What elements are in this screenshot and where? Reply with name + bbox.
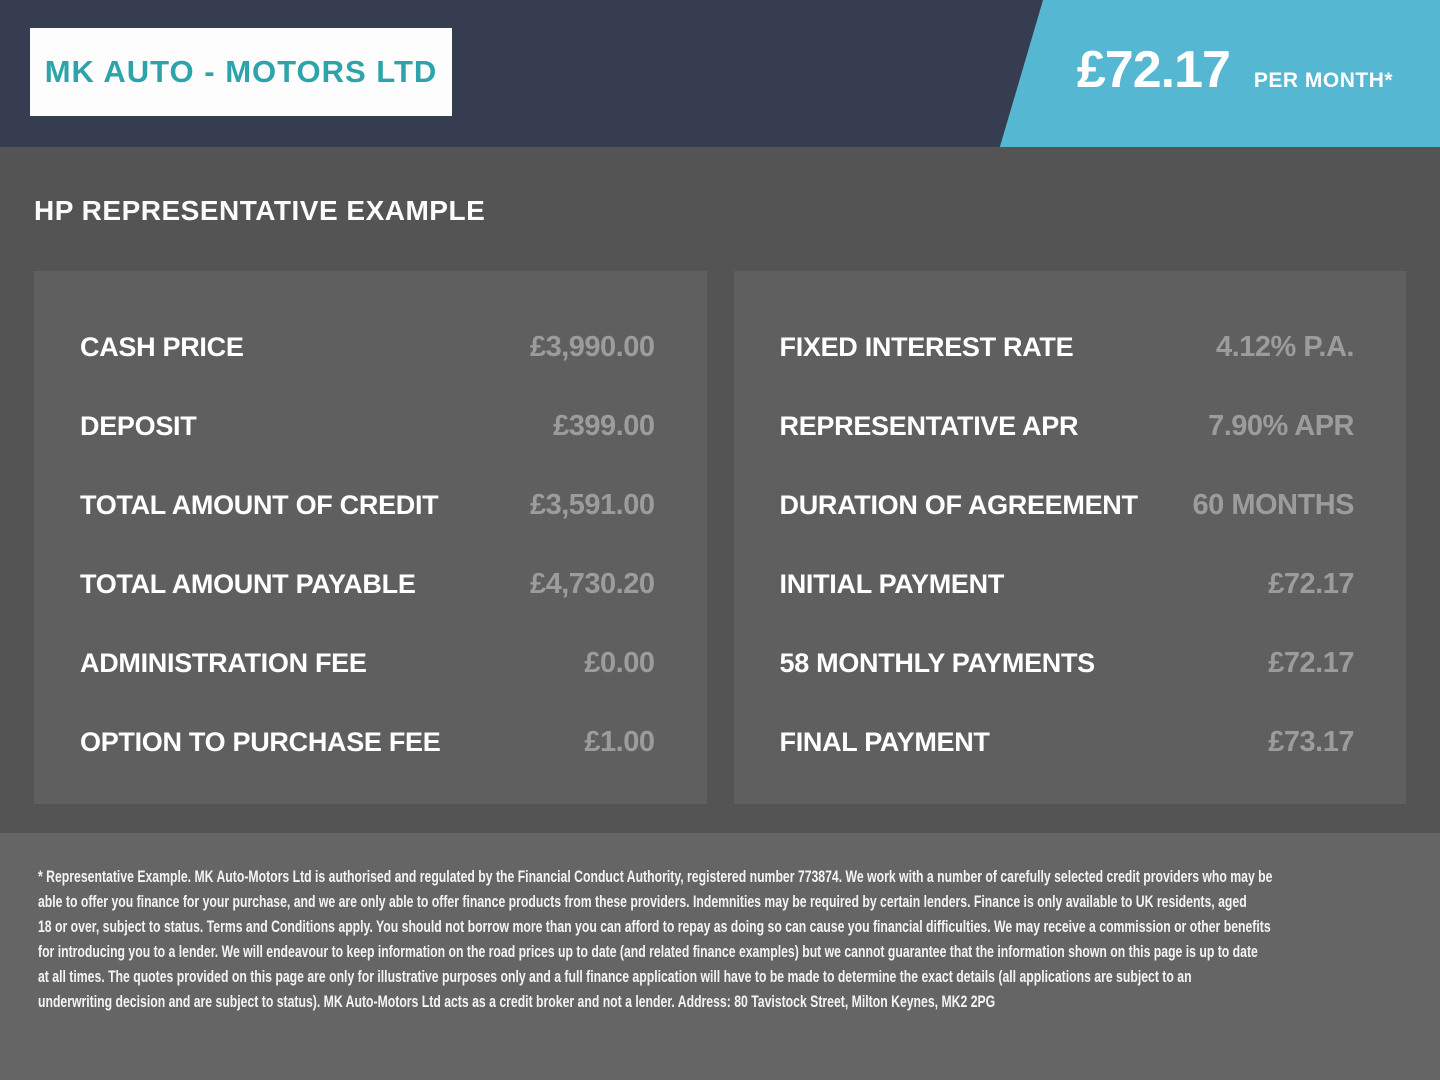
finance-label: OPTION TO PURCHASE FEE xyxy=(80,727,441,757)
monthly-price-banner: £72.17 PER MONTH* xyxy=(999,0,1440,147)
disclaimer-line: * Representative Example. MK Auto-Motors… xyxy=(38,867,1273,886)
finance-panel-right: FIXED INTEREST RATE 4.12% P.A. REPRESENT… xyxy=(733,271,1406,804)
finance-label: ADMINISTRATION FEE xyxy=(80,648,367,678)
disclaimer-line: able to offer you finance for your purch… xyxy=(38,892,1247,911)
table-row: DEPOSIT £399.00 xyxy=(80,387,655,466)
finance-label: FINAL PAYMENT xyxy=(779,727,990,757)
finance-value: £1.00 xyxy=(584,726,655,758)
finance-value: £399.00 xyxy=(553,410,655,442)
finance-value: 60 MONTHS xyxy=(1192,489,1355,521)
table-row: ADMINISTRATION FEE £0.00 xyxy=(80,624,655,703)
finance-label: DURATION OF AGREEMENT xyxy=(779,490,1138,520)
finance-label: DEPOSIT xyxy=(80,411,197,441)
finance-value: £73.17 xyxy=(1268,726,1354,758)
table-row: TOTAL AMOUNT PAYABLE £4,730.20 xyxy=(80,545,655,624)
finance-label: TOTAL AMOUNT OF CREDIT xyxy=(80,490,439,520)
finance-label: FIXED INTEREST RATE xyxy=(779,332,1074,362)
disclaimer-line: for introducing you to a lender. We will… xyxy=(38,942,1258,961)
finance-value: £72.17 xyxy=(1268,568,1354,600)
finance-value: £4,730.20 xyxy=(529,568,655,600)
table-row: CASH PRICE £3,990.00 xyxy=(80,308,655,387)
disclaimer-line: 18 or over, subject to status. Terms and… xyxy=(38,917,1271,936)
finance-value: 7.90% APR xyxy=(1208,410,1354,442)
finance-value: £3,591.00 xyxy=(529,489,655,521)
finance-label: 58 MONTHLY PAYMENTS xyxy=(779,648,1096,678)
table-row: INITIAL PAYMENT £72.17 xyxy=(780,545,1355,624)
table-row: DURATION OF AGREEMENT 60 MONTHS xyxy=(780,466,1355,545)
legal-disclaimer: * Representative Example. MK Auto-Motors… xyxy=(0,833,1440,1080)
table-row: FIXED INTEREST RATE 4.12% P.A. xyxy=(780,308,1355,387)
finance-value: £0.00 xyxy=(584,647,655,679)
monthly-price-suffix: PER MONTH* xyxy=(1253,69,1394,92)
table-row: FINAL PAYMENT £73.17 xyxy=(780,703,1355,782)
finance-example-section: HP REPRESENTATIVE EXAMPLE CASH PRICE £3,… xyxy=(0,147,1440,833)
finance-label: TOTAL AMOUNT PAYABLE xyxy=(80,569,416,599)
table-row: TOTAL AMOUNT OF CREDIT £3,591.00 xyxy=(80,466,655,545)
table-row: REPRESENTATIVE APR 7.90% APR xyxy=(780,387,1355,466)
page-title: HP REPRESENTATIVE EXAMPLE xyxy=(34,195,486,226)
table-row: 58 MONTHLY PAYMENTS £72.17 xyxy=(780,624,1355,703)
monthly-price: £72.17 xyxy=(1076,41,1231,99)
dealer-logo: MK AUTO - MOTORS LTD xyxy=(30,28,452,116)
finance-panels: CASH PRICE £3,990.00 DEPOSIT £399.00 TOT… xyxy=(34,271,1406,804)
header-bar: MK AUTO - MOTORS LTD £72.17 PER MONTH* xyxy=(0,0,1440,147)
finance-value: 4.12% P.A. xyxy=(1216,331,1354,363)
dealer-logo-text: MK AUTO - MOTORS LTD xyxy=(44,54,438,89)
finance-panel-left: CASH PRICE £3,990.00 DEPOSIT £399.00 TOT… xyxy=(34,271,707,804)
finance-label: INITIAL PAYMENT xyxy=(779,569,1005,599)
disclaimer-line: underwriting decision and are subject to… xyxy=(38,992,996,1011)
monthly-price-group: £72.17 PER MONTH* xyxy=(1077,44,1393,96)
finance-label: CASH PRICE xyxy=(80,332,244,362)
finance-label: REPRESENTATIVE APR xyxy=(779,411,1079,441)
finance-value: £72.17 xyxy=(1268,647,1354,679)
finance-value: £3,990.00 xyxy=(529,331,655,363)
table-row: OPTION TO PURCHASE FEE £1.00 xyxy=(80,703,655,782)
disclaimer-line: at all times. The quotes provided on thi… xyxy=(38,967,1192,986)
